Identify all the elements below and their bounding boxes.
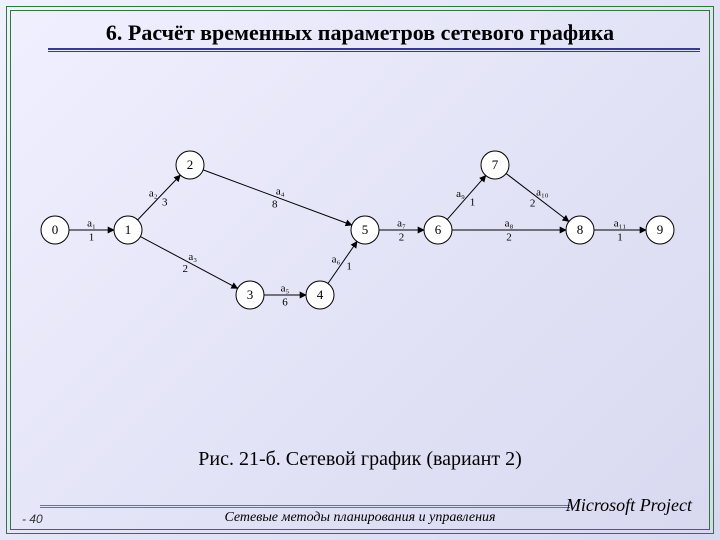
edge: [138, 175, 181, 220]
edge-weight: 6: [282, 297, 288, 309]
edge-label: a₇: [397, 218, 406, 230]
edge-label: a₉: [456, 188, 465, 200]
graph-node-label: 1: [125, 222, 132, 237]
title-underline: [48, 48, 700, 50]
edge: [447, 176, 486, 220]
edge-label: a₂: [149, 188, 158, 200]
edge-label: a₅: [281, 283, 290, 295]
edge-label: a₆: [332, 253, 341, 265]
footer-text: Сетевые методы планирования и управления: [0, 510, 720, 526]
edge-weight: 1: [89, 232, 95, 244]
edge-label: a₃: [188, 251, 197, 263]
graph-node-label: 6: [435, 222, 442, 237]
footer-rule-thin: [40, 507, 570, 508]
edge-label: a₈: [505, 218, 514, 230]
graph-node-label: 4: [317, 287, 324, 302]
network-graph: 1a₁3a₂2a₃8a₄6a₅1a₆2a₇2a₈1a₉2a₁₀1a₁₁01234…: [20, 140, 700, 320]
edge-label: a₁₁: [614, 218, 627, 230]
graph-node-label: 0: [52, 222, 59, 237]
edge-weight: 1: [346, 261, 352, 273]
edge-label: a₄: [276, 186, 285, 198]
graph-node-label: 8: [577, 222, 584, 237]
edge-weight: 2: [530, 197, 536, 209]
footer-rule: [40, 505, 570, 506]
edge-label: a₁: [87, 218, 96, 230]
graph-node-label: 3: [247, 287, 254, 302]
page-number: - 40: [22, 512, 43, 526]
title-underline-thin: [48, 51, 700, 52]
edge-label: a₁₀: [536, 187, 549, 199]
edge-weight: 8: [272, 199, 278, 211]
edge-weight: 1: [470, 196, 476, 208]
edge-weight: 1: [617, 232, 623, 244]
edge-weight: 2: [182, 263, 188, 275]
edge-weight: 3: [162, 197, 168, 209]
graph-node-label: 7: [492, 157, 499, 172]
edge-weight: 2: [506, 232, 512, 244]
edge-weight: 2: [399, 232, 405, 244]
graph-node-label: 9: [657, 222, 664, 237]
slide-title: 6. Расчёт временных параметров сетевого …: [0, 18, 720, 48]
figure-caption: Рис. 21-б. Сетевой график (вариант 2): [0, 448, 720, 471]
graph-node-label: 2: [187, 157, 194, 172]
graph-node-label: 5: [362, 222, 369, 237]
